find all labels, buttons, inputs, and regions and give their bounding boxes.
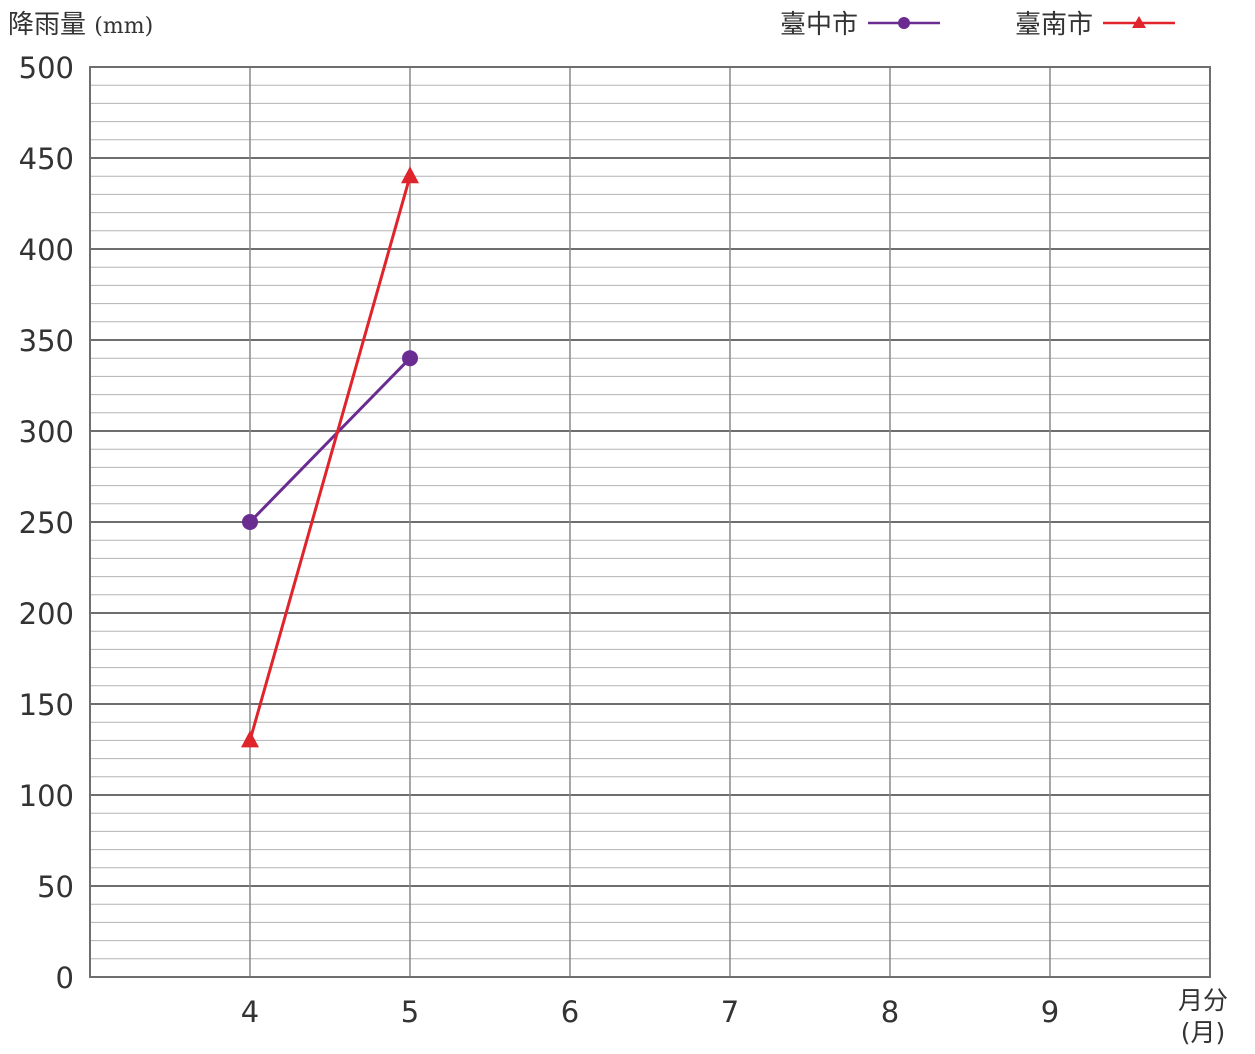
y-tick-label: 350 — [19, 324, 74, 358]
x-tick-label: 4 — [241, 995, 259, 1029]
data-point-triangle — [401, 166, 419, 184]
x-tick-label: 9 — [1041, 995, 1059, 1029]
series-line-1 — [248, 175, 412, 741]
legend-swatch-tainan — [1103, 15, 1176, 28]
y-tick-label: 150 — [19, 688, 74, 722]
x-axis-label: 月分 — [1178, 986, 1229, 1015]
legend-label-taichung: 臺中市 — [780, 10, 859, 40]
x-axis-unit: (月) — [1180, 1018, 1226, 1047]
x-tick-label: 6 — [561, 995, 579, 1029]
y-tick-label: 500 — [19, 51, 74, 85]
y-tick-label: 300 — [19, 415, 74, 449]
legend-item-tainan: 臺南市 — [1015, 4, 1177, 41]
y-tick-label: 200 — [19, 597, 74, 631]
y-tick-label: 450 — [19, 142, 74, 176]
y-tick-label: 0 — [56, 961, 74, 995]
y-tick-label: 100 — [19, 779, 74, 813]
data-point-circle — [402, 350, 418, 367]
x-tick-label: 8 — [881, 995, 899, 1029]
legend-swatch-taichung — [868, 16, 941, 29]
data-point-circle — [242, 514, 258, 530]
y-axis-unit: (mm) — [94, 14, 154, 39]
series-line-0 — [248, 357, 412, 524]
y-axis-label: 降雨量 — [8, 10, 87, 40]
y-axis-title: 降雨量 (mm) — [8, 4, 153, 41]
x-tick-label: 7 — [721, 995, 739, 1029]
plot-frame — [89, 66, 1211, 978]
x-axis-title: 月分 (月) — [1178, 985, 1228, 1049]
x-tick-label: 5 — [401, 995, 419, 1029]
y-tick-label: 400 — [19, 233, 74, 267]
y-tick-label: 250 — [19, 506, 74, 540]
data-point-triangle — [241, 730, 259, 748]
legend-label-tainan: 臺南市 — [1015, 10, 1094, 40]
legend-item-taichung: 臺中市 — [780, 4, 942, 41]
y-tick-label: 50 — [37, 870, 74, 904]
